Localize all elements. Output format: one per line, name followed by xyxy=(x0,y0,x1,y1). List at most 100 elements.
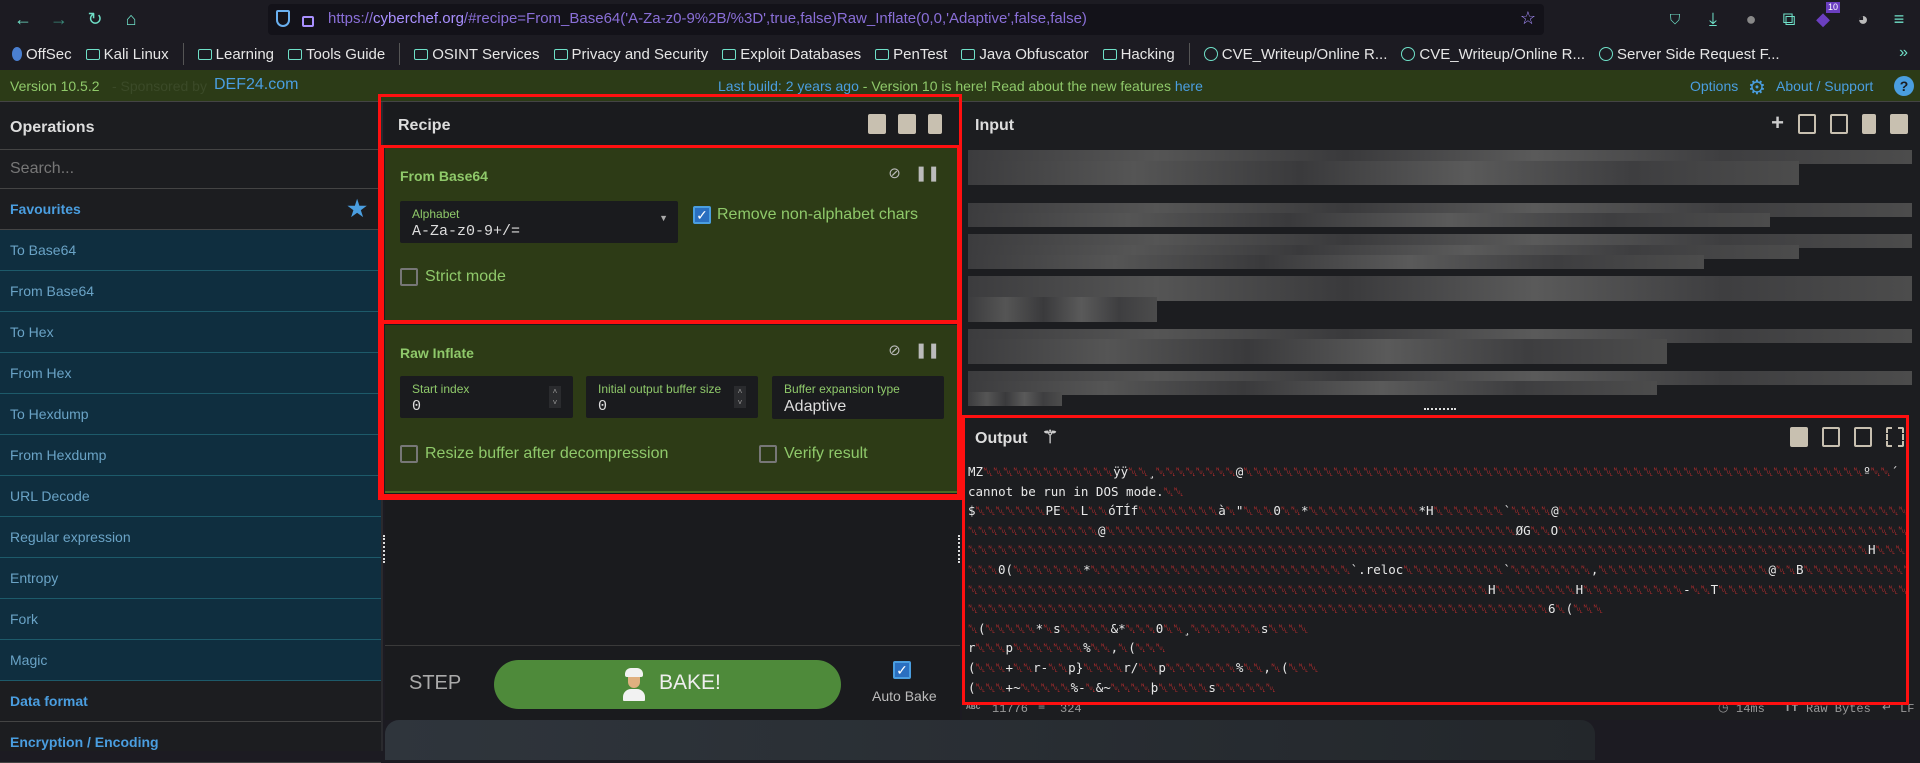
bookmark-item[interactable]: Kali Linux xyxy=(85,46,169,63)
number-stepper[interactable]: ˄ ˅ xyxy=(734,386,746,408)
initial-buffer-size-input[interactable]: Initial output buffer size 0 ˄ ˅ xyxy=(586,376,758,418)
category-encryption-encoding[interactable]: Encryption / Encoding xyxy=(0,722,381,763)
shield-icon[interactable] xyxy=(276,10,290,27)
auto-bake-checkbox[interactable]: ✓ xyxy=(893,661,911,679)
sponsor-link[interactable]: DEF24.com xyxy=(214,76,299,93)
bookmark-item[interactable]: Server Side Request F... xyxy=(1599,46,1780,63)
bookmark-item[interactable]: PenTest xyxy=(875,46,947,63)
menu-icon[interactable]: ≡ xyxy=(1893,9,1905,29)
copy-output-icon[interactable] xyxy=(1822,427,1840,447)
operation-item[interactable]: From Hexdump xyxy=(0,435,381,476)
alphabet-select[interactable]: Alphabet A-Za-z0-9+/= ▼ xyxy=(400,201,678,243)
favourites-label: Favourites xyxy=(10,201,81,217)
download-icon[interactable]: ⤓ xyxy=(1709,9,1717,29)
disable-icon[interactable]: ⊘ xyxy=(888,165,901,182)
profile-avatar-icon[interactable]: ◕ xyxy=(1857,9,1869,29)
operation-item[interactable]: Fork xyxy=(0,599,381,640)
strict-mode-label: Strict mode xyxy=(425,268,506,285)
operation-item[interactable]: Entropy xyxy=(0,558,381,599)
remove-non-alphabet-checkbox[interactable]: ✓ xyxy=(693,206,711,224)
verify-result-checkbox[interactable] xyxy=(759,445,777,463)
extension-avatar-icon[interactable]: ● xyxy=(1745,9,1757,29)
bookmark-item[interactable]: Privacy and Security xyxy=(553,46,708,63)
io-resize-handle[interactable] xyxy=(1424,408,1456,410)
resize-handle-right[interactable] xyxy=(958,535,960,563)
build-notice: Last build: 2 years ago - Version 10 is … xyxy=(718,78,1203,94)
pause-breakpoint-icon[interactable]: ❚❚ xyxy=(914,165,940,182)
bookmark-item[interactable]: Exploit Databases xyxy=(722,46,861,63)
strict-mode-checkbox[interactable] xyxy=(400,268,418,286)
output-eol[interactable]: LF xyxy=(1900,702,1915,716)
magic-wand-icon[interactable]: ⚚ xyxy=(1042,427,1059,447)
bookmark-item[interactable]: OffSec xyxy=(12,46,72,63)
layout-icon[interactable] xyxy=(1890,114,1908,134)
operations-search-input[interactable]: Search... xyxy=(0,150,381,189)
pocket-icon[interactable]: ⛉ xyxy=(1669,11,1681,27)
operation-item[interactable]: To Base64 xyxy=(0,230,381,271)
extension-badge-icon[interactable]: ◆ 10 xyxy=(1816,2,1841,29)
gear-icon[interactable]: ⚙ xyxy=(1748,77,1766,99)
bookmark-item[interactable]: Tools Guide xyxy=(288,46,385,63)
disable-icon[interactable]: ⊘ xyxy=(888,342,901,359)
bookmark-item[interactable]: CVE_Writeup/Online R... xyxy=(1203,46,1387,63)
input-textarea[interactable] xyxy=(962,150,1920,406)
options-link[interactable]: Options xyxy=(1690,78,1739,94)
output-encoding[interactable]: Raw Bytes xyxy=(1806,702,1871,716)
bookmark-star-icon[interactable]: ☆ xyxy=(1519,8,1536,28)
output-textarea[interactable]: MZ␀␀␀␀␀␀␀␀␀␀␀␀␀ÿÿ␀␀¸␀␀␀␀␀␀␀␀@␀␀␀␀␀␀␀␀␀␀␀… xyxy=(968,462,1908,698)
pause-breakpoint-icon[interactable]: ❚❚ xyxy=(914,342,940,359)
redacted-input-line xyxy=(968,381,1658,395)
clear-input-trash-icon[interactable] xyxy=(1862,114,1876,134)
bookmark-item[interactable]: Learning xyxy=(197,45,275,63)
number-stepper[interactable]: ˄ ˅ xyxy=(549,386,561,408)
start-index-input[interactable]: Start index 0 ˄ ˅ xyxy=(400,376,573,418)
bookmark-item[interactable]: CVE_Writeup/Online R... xyxy=(1401,46,1585,63)
bookmark-label: Learning xyxy=(215,45,275,63)
operation-item[interactable]: Magic xyxy=(0,640,381,681)
resize-buffer-checkbox[interactable] xyxy=(400,445,418,463)
bookmark-label: Tools Guide xyxy=(306,45,386,63)
operation-item[interactable]: To Hex xyxy=(0,312,381,353)
add-tab-plus-icon[interactable]: + xyxy=(1771,110,1784,135)
reload-icon[interactable]: ↻ xyxy=(87,9,103,29)
bookmark-item[interactable]: Java Obfuscator xyxy=(961,46,1089,63)
bookmark-separator xyxy=(182,43,184,65)
lock-icon[interactable] xyxy=(302,16,314,27)
here-link[interactable]: here xyxy=(1174,78,1203,94)
bookmark-label: Hacking xyxy=(1120,45,1175,63)
resize-handle-left[interactable] xyxy=(383,535,385,563)
save-recipe-icon[interactable] xyxy=(868,114,886,134)
url-text[interactable]: https://cyberchef.org/#recipe=From_Base6… xyxy=(328,10,1087,27)
category-favourites[interactable]: Favourites ★ xyxy=(0,189,381,230)
bookmarks-overflow-icon[interactable]: » xyxy=(1899,44,1908,61)
bake-button[interactable]: BAKE! xyxy=(494,660,841,709)
bake-controls: STEP BAKE! ✓ Auto Bake xyxy=(385,645,960,720)
operation-item[interactable]: To Hexdump xyxy=(0,394,381,435)
operation-item[interactable]: From Hex xyxy=(0,353,381,394)
step-button[interactable]: STEP xyxy=(409,672,462,694)
star-icon[interactable]: ★ xyxy=(347,196,367,221)
extensions-puzzle-icon[interactable]: ⧉ xyxy=(1782,9,1796,29)
output-line: ␀␀␀␀␀␀␀␀␀␀␀␀␀␀␀␀␀␀␀␀␀␀␀␀␀␀␀␀␀␀␀␀␀␀␀␀␀␀␀␀… xyxy=(968,542,1908,558)
buffer-expansion-select[interactable]: Buffer expansion type Adaptive xyxy=(772,376,944,419)
open-file-icon[interactable] xyxy=(1830,114,1848,134)
category-data-format[interactable]: Data format xyxy=(0,681,381,722)
operation-item[interactable]: From Base64 xyxy=(0,271,381,312)
help-icon[interactable]: ? xyxy=(1894,76,1914,96)
forward-icon[interactable]: → xyxy=(50,9,68,29)
save-output-icon[interactable] xyxy=(1790,427,1808,447)
bookmark-item[interactable]: OSINT Services xyxy=(414,46,540,63)
clock-icon: ◷ xyxy=(1718,701,1729,715)
home-icon[interactable]: ⌂ xyxy=(125,9,137,29)
load-recipe-folder-icon[interactable] xyxy=(898,114,916,134)
replace-input-icon[interactable] xyxy=(1854,427,1872,447)
operation-item[interactable]: URL Decode xyxy=(0,476,381,517)
back-icon[interactable]: ← xyxy=(14,9,32,29)
about-support-link[interactable]: About / Support xyxy=(1776,78,1874,94)
operation-item[interactable]: Regular expression xyxy=(0,517,381,558)
maximise-icon[interactable] xyxy=(1886,427,1904,447)
bookmark-item[interactable]: Hacking xyxy=(1102,45,1175,63)
open-folder-icon[interactable] xyxy=(1798,114,1816,134)
url-bar[interactable]: https://cyberchef.org/#recipe=From_Base6… xyxy=(268,4,1544,35)
clear-recipe-trash-icon[interactable] xyxy=(928,114,942,134)
